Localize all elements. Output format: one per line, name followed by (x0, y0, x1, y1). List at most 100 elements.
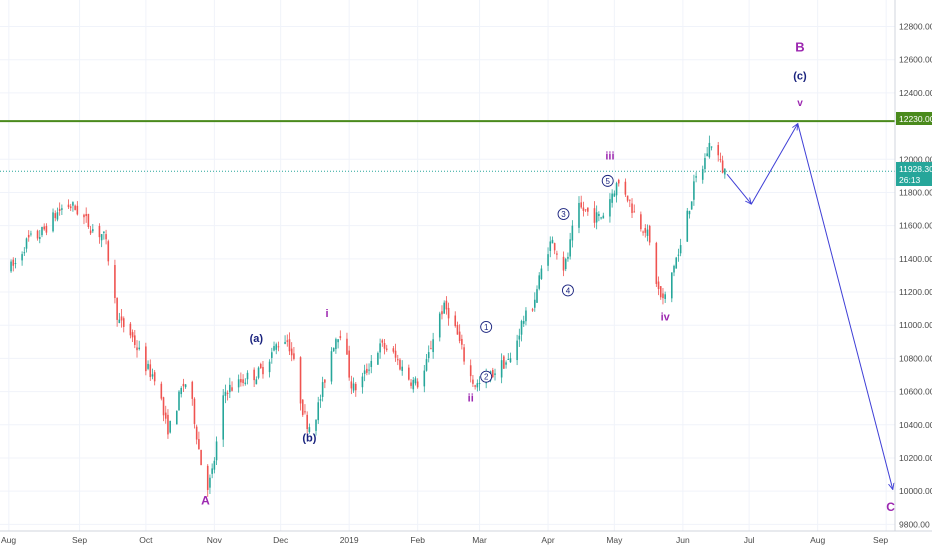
candle-down (164, 412, 167, 419)
candle-up (315, 419, 317, 431)
candle-down (463, 347, 465, 362)
x-tick-label: Aug (810, 535, 825, 545)
candle-up (478, 383, 481, 385)
candle-up (427, 352, 430, 359)
candle-up (551, 239, 554, 244)
candle-down (717, 145, 720, 156)
wave-label: A (201, 493, 210, 507)
candle-up (547, 254, 549, 266)
candle-down (288, 339, 291, 352)
candle-down (277, 346, 280, 348)
candle-down (206, 465, 209, 490)
candle-down (226, 392, 229, 394)
candle-down (394, 350, 397, 358)
candle-up (673, 265, 675, 273)
candle-up (213, 460, 216, 470)
candle-up (567, 256, 569, 259)
candle-down (492, 369, 494, 378)
candle-down (385, 348, 388, 350)
candle-down (116, 298, 118, 320)
candle-up (72, 202, 74, 206)
candle-up (516, 340, 518, 361)
candle-up (175, 410, 178, 425)
candle-down (54, 213, 57, 219)
candle-up (412, 379, 415, 390)
candle-down (396, 359, 399, 361)
candle-down (617, 179, 620, 184)
x-tick-label: Sep (873, 535, 888, 545)
y-tick-label: 12000.00 (899, 154, 932, 164)
candle-down (392, 348, 395, 352)
candle-down (131, 332, 134, 338)
candle-down (474, 385, 476, 387)
candle-up (284, 341, 286, 344)
candle-up (611, 193, 613, 203)
candle-up (10, 261, 12, 272)
candle-down (129, 323, 132, 336)
candle-up (500, 360, 503, 378)
candle-up (533, 299, 536, 308)
wave-label: (a) (250, 333, 264, 345)
candle-up (271, 352, 273, 358)
wave-label: (c) (793, 71, 807, 83)
candle-up (704, 158, 706, 170)
candle-down (324, 379, 326, 383)
candle-down (290, 348, 293, 356)
candle-up (215, 441, 218, 461)
wave-label: 4 (566, 286, 571, 295)
candle-up (337, 339, 339, 343)
forecast-arrow (750, 124, 797, 205)
x-tick-label: Feb (410, 535, 425, 545)
candle-down (399, 359, 401, 370)
grid (0, 0, 895, 531)
resistance-price-tag (896, 112, 932, 125)
resistance-price-label: 12230.00 (899, 114, 932, 124)
candle-down (304, 411, 306, 413)
candle-up (664, 294, 666, 299)
candle-up (671, 272, 673, 299)
candle-down (293, 353, 295, 360)
candle-down (240, 379, 242, 383)
candle-up (710, 146, 713, 148)
candle-down (631, 203, 633, 213)
candle-down (454, 315, 457, 327)
candle-down (114, 265, 116, 298)
forecast-arrow (726, 173, 751, 204)
candle-down (122, 318, 125, 327)
bar-countdown-label: 26:13 (899, 175, 921, 185)
candle-up (538, 275, 541, 289)
x-tick-label: Sep (72, 535, 87, 545)
candle-up (332, 347, 335, 352)
candle-up (273, 346, 275, 351)
candle-down (242, 379, 244, 384)
candle-up (335, 339, 337, 350)
x-tick-label: Nov (207, 535, 223, 545)
y-tick-label: 10200.00 (899, 453, 932, 463)
y-tick-label: 12400.00 (899, 88, 932, 98)
candle-up (693, 181, 695, 200)
y-tick-label: 12600.00 (899, 55, 932, 65)
candle-down (85, 214, 87, 217)
candle-up (520, 320, 523, 335)
candle-down (381, 340, 384, 343)
candle-down (350, 381, 353, 389)
y-tick-label: 11200.00 (899, 287, 932, 297)
candle-up (646, 229, 649, 236)
candle-up (56, 212, 59, 220)
candle-up (494, 373, 496, 375)
y-tick-label: 9800.00 (899, 519, 930, 529)
y-tick-label: 11400.00 (899, 254, 932, 264)
candle-up (443, 302, 445, 314)
candle-down (87, 213, 90, 228)
wave-label: iii (605, 150, 614, 162)
candle-up (237, 379, 240, 388)
candle-up (675, 257, 678, 269)
candle-down (67, 204, 70, 208)
candle-up (246, 372, 249, 380)
candle-down (441, 311, 443, 315)
candle-up (509, 358, 512, 363)
